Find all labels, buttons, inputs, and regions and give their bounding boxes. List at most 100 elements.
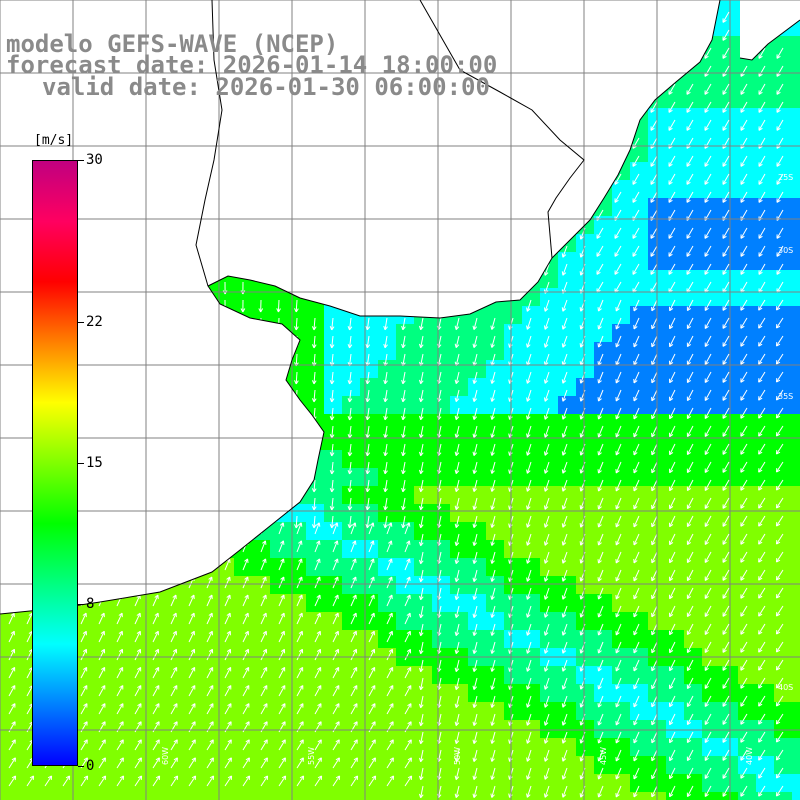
field-cell	[468, 594, 486, 612]
field-cell	[270, 594, 288, 612]
field-cell	[594, 270, 612, 288]
field-cell	[702, 126, 720, 144]
field-cell	[756, 126, 774, 144]
field-cell	[720, 72, 738, 90]
field-cell	[630, 486, 648, 504]
field-cell	[468, 486, 486, 504]
field-cell	[558, 684, 576, 702]
field-cell	[450, 702, 468, 720]
field-cell	[324, 414, 342, 432]
field-cell	[792, 630, 800, 648]
field-cell	[558, 360, 576, 378]
field-cell	[522, 540, 540, 558]
field-cell	[432, 792, 450, 800]
field-cell	[540, 360, 558, 378]
field-cell	[486, 558, 504, 576]
field-cell	[504, 486, 522, 504]
field-cell	[558, 540, 576, 558]
field-cell	[558, 756, 576, 774]
field-cell	[252, 594, 270, 612]
field-cell	[756, 270, 774, 288]
field-cell	[252, 558, 270, 576]
field-cell	[162, 594, 180, 612]
field-cell	[360, 792, 378, 800]
field-cell	[576, 576, 594, 594]
field-cell	[234, 792, 252, 800]
field-cell	[468, 558, 486, 576]
field-cell	[396, 396, 414, 414]
field-cell	[324, 594, 342, 612]
field-cell	[486, 396, 504, 414]
field-cell	[612, 414, 630, 432]
field-cell	[666, 558, 684, 576]
field-cell	[306, 612, 324, 630]
field-cell	[702, 594, 720, 612]
field-cell	[558, 702, 576, 720]
field-cell	[738, 324, 756, 342]
field-cell	[504, 558, 522, 576]
field-cell	[450, 558, 468, 576]
field-cell	[738, 342, 756, 360]
field-cell	[702, 486, 720, 504]
field-cell	[774, 396, 792, 414]
field-cell	[792, 414, 800, 432]
field-cell	[666, 360, 684, 378]
field-cell	[486, 306, 504, 324]
field-cell	[792, 36, 800, 54]
field-cell	[612, 756, 630, 774]
field-cell	[342, 342, 360, 360]
field-cell	[144, 630, 162, 648]
field-cell	[792, 756, 800, 774]
field-cell	[396, 342, 414, 360]
field-cell	[558, 432, 576, 450]
field-cell	[792, 162, 800, 180]
field-cell	[252, 612, 270, 630]
field-cell	[378, 558, 396, 576]
field-cell	[306, 684, 324, 702]
field-cell	[774, 306, 792, 324]
field-cell	[540, 576, 558, 594]
field-cell	[558, 504, 576, 522]
field-cell	[792, 72, 800, 90]
field-cell	[468, 684, 486, 702]
field-cell	[342, 522, 360, 540]
field-cell	[720, 216, 738, 234]
field-cell	[270, 522, 288, 540]
field-cell	[504, 576, 522, 594]
field-cell	[630, 252, 648, 270]
field-cell	[234, 684, 252, 702]
field-cell	[594, 504, 612, 522]
field-cell	[630, 180, 648, 198]
field-cell	[288, 594, 306, 612]
field-cell	[558, 576, 576, 594]
field-cell	[450, 792, 468, 800]
field-cell	[630, 144, 648, 162]
field-cell	[738, 306, 756, 324]
field-cell	[630, 432, 648, 450]
field-cell	[756, 198, 774, 216]
field-cell	[378, 378, 396, 396]
field-cell	[738, 144, 756, 162]
field-cell	[720, 36, 738, 54]
field-cell	[666, 234, 684, 252]
field-cell	[54, 792, 72, 800]
field-cell	[234, 630, 252, 648]
field-cell	[522, 450, 540, 468]
field-cell	[756, 180, 774, 198]
field-cell	[558, 612, 576, 630]
field-cell	[612, 522, 630, 540]
field-cell	[540, 324, 558, 342]
field-cell	[576, 450, 594, 468]
field-cell	[702, 702, 720, 720]
field-cell	[774, 252, 792, 270]
field-cell	[612, 540, 630, 558]
field-cell	[630, 774, 648, 792]
field-cell	[234, 612, 252, 630]
field-cell	[612, 342, 630, 360]
field-cell	[720, 0, 738, 18]
field-cell	[504, 468, 522, 486]
field-cell	[594, 702, 612, 720]
field-cell	[792, 612, 800, 630]
field-cell	[540, 630, 558, 648]
field-cell	[756, 72, 774, 90]
